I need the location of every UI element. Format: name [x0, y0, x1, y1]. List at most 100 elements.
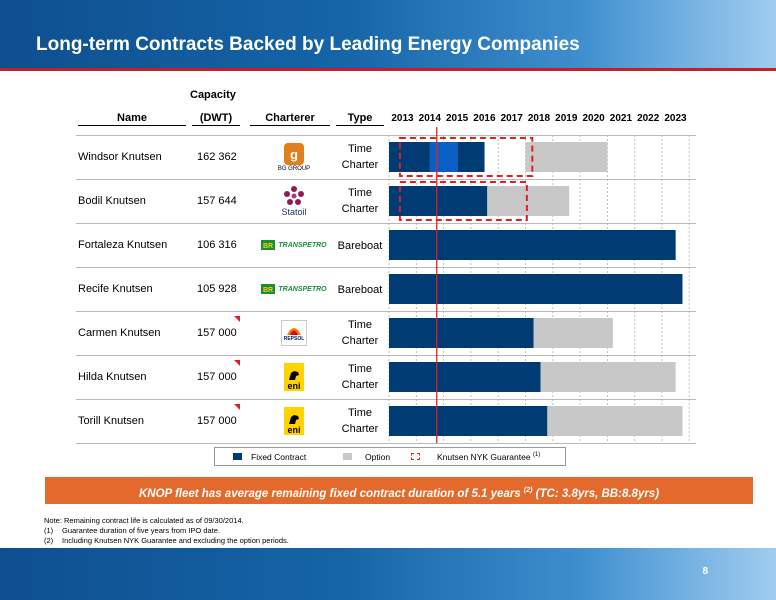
charterer-header: Charterer — [250, 112, 330, 126]
bg-group-logo: g BG GROUP — [258, 137, 330, 177]
year-tick-label: 2014 — [418, 113, 441, 124]
row-divider — [76, 311, 696, 312]
eni-dog-icon — [289, 415, 299, 424]
repsol-wordmark: REPSOL — [283, 336, 305, 342]
legend-label-fixed-contract: Fixed Contract — [251, 452, 307, 462]
header-bar: Long-term Contracts Backed by Leading En… — [0, 0, 776, 68]
header-divider — [0, 68, 776, 71]
eni-logo: eni — [258, 357, 330, 397]
year-tick-label: 2017 — [500, 113, 523, 124]
fixed-contract-bar — [389, 142, 430, 172]
vessel-name: Torill Knutsen — [78, 415, 145, 427]
row-divider — [76, 443, 696, 444]
name-header: Name — [78, 112, 186, 126]
contract-type: Bareboat — [334, 282, 386, 298]
svg-text:BR: BR — [263, 243, 273, 250]
contract-type: Time Charter — [334, 317, 386, 349]
row-flag-icon — [234, 316, 240, 322]
contract-type-line: Charter — [341, 423, 379, 435]
highlight-bar — [429, 142, 458, 172]
option-bar — [540, 362, 676, 392]
vessel-name: Recife Knutsen — [78, 283, 153, 295]
capacity-header: Capacity — [190, 89, 236, 101]
year-tick-label: 2023 — [664, 113, 687, 124]
contract-type-line: Charter — [341, 379, 379, 391]
vessel-name: Windsor Knutsen — [78, 151, 162, 163]
contract-type: Time Charter — [334, 141, 386, 173]
year-tick-label: 2022 — [637, 113, 660, 124]
year-tick-label: 2021 — [609, 113, 633, 124]
fixed-contract-bar — [389, 406, 548, 436]
contract-type-line: Time — [347, 143, 373, 155]
transpetro-logo: BR TRANSPETRO — [258, 269, 330, 309]
statoil-wordmark: Statoil — [281, 207, 307, 217]
chart-legend: Fixed Contract Option Knutsen NYK Guaran… — [214, 447, 566, 466]
fixed-contract-bar — [389, 186, 488, 216]
note-main: Note: Remaining contract life is calcula… — [44, 516, 244, 525]
svg-text:BR: BR — [263, 287, 273, 294]
row-divider — [76, 179, 696, 180]
transpetro-logo: BR TRANSPETRO — [258, 225, 330, 265]
vessel-name: Bodil Knutsen — [78, 195, 146, 207]
contract-type-line: Time — [347, 407, 373, 419]
row-flag-icon — [234, 360, 240, 366]
type-header: Type — [336, 112, 384, 126]
vessel-capacity: 157 644 — [197, 195, 237, 207]
eni-wordmark: eni — [287, 425, 301, 435]
legend-swatch-fixed-contract — [233, 453, 242, 460]
year-tick-label: 2013 — [391, 113, 414, 124]
contract-type-line: Time — [347, 319, 373, 331]
contract-type: Time Charter — [334, 185, 386, 217]
vessel-capacity: 157 000 — [197, 415, 237, 427]
footer-bar: 8 — [0, 548, 776, 600]
year-tick-label: 2016 — [473, 113, 496, 124]
transpetro-wordmark: TRANSPETRO — [278, 241, 327, 249]
repsol-logo: REPSOL — [258, 313, 330, 353]
year-tick-label: 2019 — [555, 113, 578, 124]
fixed-contract-bar — [389, 230, 676, 260]
row-divider — [76, 135, 696, 136]
row-divider — [76, 355, 696, 356]
year-tick-label: 2015 — [445, 113, 469, 124]
statoil-logo: Statoil — [258, 181, 330, 221]
row-divider — [76, 223, 696, 224]
legend-label-guarantee: Knutsen NYK Guarantee (1) — [437, 452, 541, 462]
bg-group-wordmark: BG GROUP — [277, 166, 311, 172]
row-divider — [76, 399, 696, 400]
row-flag-icon — [234, 404, 240, 410]
contract-type-line: Charter — [341, 203, 379, 215]
contract-type: Bareboat — [334, 238, 386, 254]
guarantee-outline — [398, 181, 528, 221]
eni-badge: eni — [284, 363, 304, 391]
svg-text:g: g — [290, 147, 298, 162]
contract-type-line: Bareboat — [337, 284, 383, 296]
note-item: (1) Guarantee duration of five years from… — [44, 526, 220, 535]
vessel-name: Carmen Knutsen — [78, 327, 161, 339]
contract-type-line: Time — [347, 187, 373, 199]
legend-swatch-option — [343, 453, 352, 460]
eni-badge: eni — [284, 407, 304, 435]
contract-type-line: Charter — [341, 159, 379, 171]
contract-type: Time Charter — [334, 361, 386, 393]
contract-type-line: Bareboat — [337, 240, 383, 252]
vessel-name: Fortaleza Knutsen — [78, 239, 168, 251]
br-mark-icon: BR — [261, 284, 276, 294]
year-tick-label: 2020 — [582, 113, 605, 124]
summary-banner: KNOP fleet has average remaining fixed c… — [45, 477, 753, 504]
row-divider — [76, 267, 696, 268]
repsol-mark-icon — [287, 328, 301, 335]
vessel-capacity: 162 362 — [197, 151, 237, 163]
option-bar — [547, 406, 683, 436]
page-number: 8 — [702, 566, 708, 577]
br-mark-icon: BR — [261, 240, 276, 250]
repsol-badge: REPSOL — [281, 320, 307, 346]
vessel-capacity: 157 000 — [197, 327, 237, 339]
fixed-contract-bar — [457, 142, 485, 172]
option-bar — [533, 318, 613, 348]
year-tick-label: 2018 — [527, 113, 551, 124]
vessel-capacity: 105 928 — [197, 283, 237, 295]
legend-swatch-guarantee — [411, 453, 420, 460]
guarantee-outline — [398, 137, 534, 177]
fixed-contract-bar — [389, 362, 541, 392]
